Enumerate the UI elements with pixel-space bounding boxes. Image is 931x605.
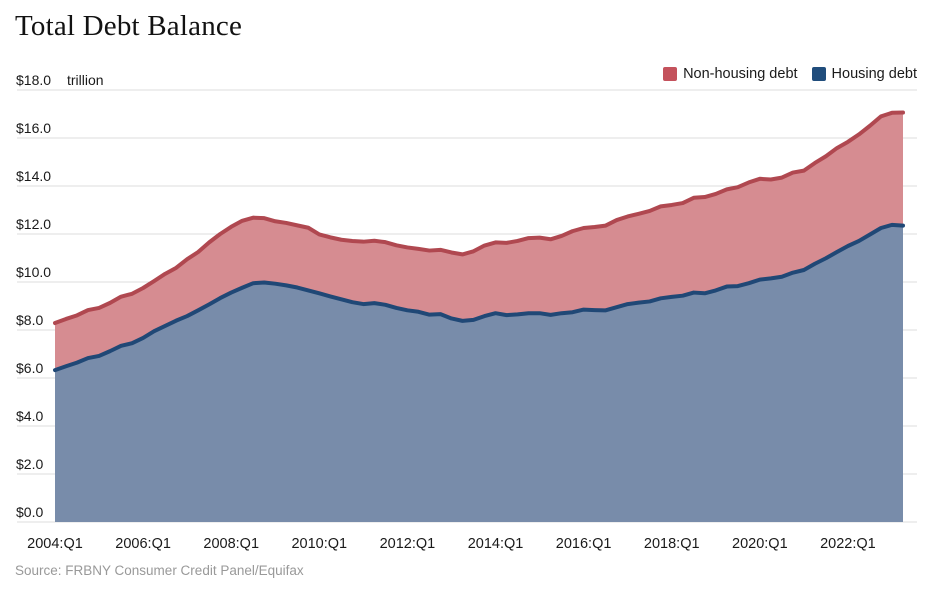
x-axis-tick-label: 2012:Q1 (380, 536, 436, 552)
legend-item-non-housing[interactable]: Non-housing debt (663, 66, 798, 82)
x-axis-tick-label: 2010:Q1 (291, 536, 347, 552)
chart-legend: Non-housing debt Housing debt (663, 66, 917, 82)
y-axis-tick-label: $12.0 (16, 216, 51, 232)
x-axis-tick-label: 2008:Q1 (203, 536, 259, 552)
x-axis-tick-label: 2022:Q1 (820, 536, 876, 552)
legend-label-housing: Housing debt (831, 66, 917, 82)
x-axis-tick-label: 2018:Q1 (644, 536, 700, 552)
y-axis-tick-label: $0.0 (16, 504, 43, 520)
y-axis-tick-label: $18.0 (16, 72, 51, 88)
x-axis-tick-label: 2004:Q1 (27, 536, 83, 552)
x-axis-tick-label: 2006:Q1 (115, 536, 171, 552)
total-debt-line (53, 110, 905, 326)
y-axis-tick-label: $16.0 (16, 120, 51, 136)
y-axis-tick-label: $8.0 (16, 312, 43, 328)
non-housing-swatch-icon (663, 67, 678, 81)
y-axis-tick-label: $4.0 (16, 408, 43, 424)
source-note: Source: FRBNY Consumer Credit Panel/Equi… (15, 563, 304, 578)
non-housing-area (55, 112, 903, 371)
x-axis-tick-label: 2014:Q1 (468, 536, 524, 552)
y-axis-tick-label: $14.0 (16, 168, 51, 184)
legend-item-housing[interactable]: Housing debt (811, 66, 917, 82)
housing-line (53, 222, 905, 373)
y-axis-tick-label: $10.0 (16, 264, 51, 280)
chart-title: Total Debt Balance (15, 10, 243, 42)
housing-swatch-icon (811, 67, 826, 81)
y-axis-unit-label: trillion (67, 72, 104, 88)
y-axis-tick-label: $2.0 (16, 456, 43, 472)
y-axis-tick-label: $6.0 (16, 360, 43, 376)
housing-area (55, 224, 903, 522)
legend-label-non-housing: Non-housing debt (683, 66, 798, 82)
x-axis-tick-label: 2020:Q1 (732, 536, 788, 552)
x-axis-tick-label: 2016:Q1 (556, 536, 612, 552)
